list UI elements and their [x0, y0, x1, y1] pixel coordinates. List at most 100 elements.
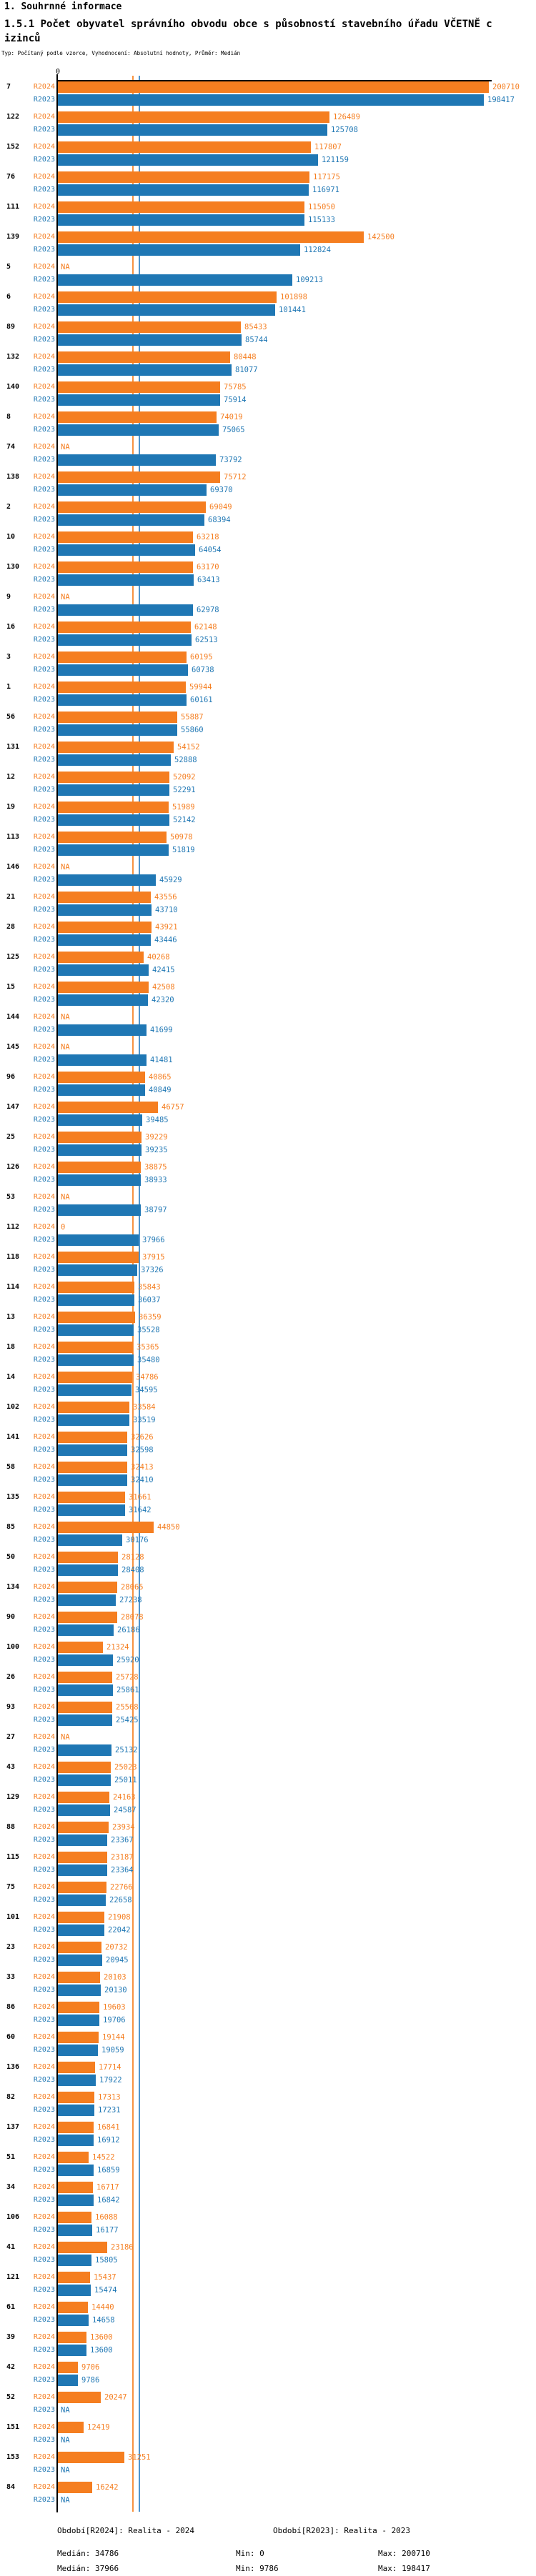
bar-r2024[interactable]	[57, 1102, 158, 1113]
bar-r2024[interactable]	[57, 1312, 135, 1323]
bar-r2023[interactable]	[57, 544, 195, 556]
bar-r2024[interactable]	[57, 1942, 101, 1953]
bar-r2023[interactable]	[57, 244, 300, 256]
bar-r2024[interactable]	[57, 952, 144, 963]
bar-r2024[interactable]	[57, 1762, 111, 1773]
bar-r2023[interactable]	[57, 2015, 99, 2026]
bar-r2024[interactable]	[57, 1462, 127, 1473]
bar-r2023[interactable]	[57, 1084, 145, 1096]
bar-r2024[interactable]	[57, 1432, 127, 1443]
bar-r2024[interactable]	[57, 2032, 99, 2043]
bar-r2024[interactable]	[57, 1072, 145, 1083]
bar-r2023[interactable]	[57, 2315, 89, 2326]
bar-r2024[interactable]	[57, 141, 311, 153]
bar-r2023[interactable]	[57, 1264, 137, 1276]
bar-r2024[interactable]	[57, 621, 191, 633]
bar-r2023[interactable]	[57, 904, 152, 916]
bar-r2024[interactable]	[57, 772, 169, 783]
bar-r2023[interactable]	[57, 2375, 78, 2386]
bar-r2024[interactable]	[57, 1882, 106, 1893]
bar-r2023[interactable]	[57, 1955, 102, 1966]
bar-r2024[interactable]	[57, 411, 217, 423]
bar-r2023[interactable]	[57, 1054, 147, 1066]
bar-r2024[interactable]	[57, 802, 169, 813]
bar-r2023[interactable]	[57, 334, 242, 346]
bar-r2024[interactable]	[57, 2002, 99, 2013]
bar-r2023[interactable]	[57, 1864, 107, 1876]
bar-r2023[interactable]	[57, 604, 193, 616]
bar-r2023[interactable]	[57, 1144, 142, 1156]
bar-r2023[interactable]	[57, 664, 188, 676]
bar-r2024[interactable]	[57, 1402, 129, 1413]
bar-r2024[interactable]	[57, 2482, 92, 2493]
bar-r2023[interactable]	[57, 2135, 94, 2146]
bar-r2023[interactable]	[57, 1564, 118, 1576]
bar-r2023[interactable]	[57, 1234, 139, 1246]
bar-r2023[interactable]	[57, 274, 292, 286]
bar-r2023[interactable]	[57, 1894, 106, 1906]
bar-r2023[interactable]	[57, 394, 220, 406]
bar-r2024[interactable]	[57, 2302, 88, 2313]
bar-r2024[interactable]	[57, 1792, 109, 1803]
bar-r2023[interactable]	[57, 1174, 141, 1186]
bar-r2024[interactable]	[57, 2152, 89, 2163]
bar-r2023[interactable]	[57, 1354, 134, 1366]
bar-r2024[interactable]	[57, 1912, 104, 1923]
bar-r2024[interactable]	[57, 1342, 133, 1353]
bar-r2024[interactable]	[57, 531, 193, 543]
bar-r2024[interactable]	[57, 501, 206, 513]
bar-r2024[interactable]	[57, 321, 241, 333]
bar-r2023[interactable]	[57, 934, 151, 946]
bar-r2024[interactable]	[57, 561, 193, 573]
bar-r2024[interactable]	[57, 1852, 107, 1863]
bar-r2023[interactable]	[57, 844, 169, 856]
bar-r2023[interactable]	[57, 2045, 98, 2056]
bar-r2023[interactable]	[57, 994, 148, 1006]
bar-r2023[interactable]	[57, 1834, 107, 1846]
bar-r2023[interactable]	[57, 1024, 147, 1036]
bar-r2024[interactable]	[57, 81, 489, 93]
bar-r2023[interactable]	[57, 424, 219, 436]
bar-r2023[interactable]	[57, 1294, 134, 1306]
bar-r2024[interactable]	[57, 381, 220, 393]
bar-r2023[interactable]	[57, 2165, 94, 2176]
bar-r2024[interactable]	[57, 1582, 117, 1593]
bar-r2023[interactable]	[57, 1985, 101, 1996]
bar-r2023[interactable]	[57, 1504, 125, 1516]
bar-r2023[interactable]	[57, 2255, 91, 2266]
bar-r2024[interactable]	[57, 291, 277, 303]
bar-r2023[interactable]	[57, 2285, 91, 2296]
bar-r2023[interactable]	[57, 484, 207, 496]
bar-r2023[interactable]	[57, 2225, 92, 2236]
bar-r2024[interactable]	[57, 1552, 118, 1563]
bar-r2023[interactable]	[57, 454, 216, 466]
bar-r2023[interactable]	[57, 1774, 111, 1786]
bar-r2024[interactable]	[57, 1372, 132, 1383]
bar-r2024[interactable]	[57, 1162, 141, 1173]
bar-r2023[interactable]	[57, 1624, 114, 1636]
bar-r2023[interactable]	[57, 964, 149, 976]
bar-r2023[interactable]	[57, 1444, 127, 1456]
bar-r2024[interactable]	[57, 2272, 90, 2283]
bar-r2023[interactable]	[57, 214, 304, 226]
bar-r2023[interactable]	[57, 814, 169, 826]
bar-r2023[interactable]	[57, 1714, 112, 1726]
bar-r2023[interactable]	[57, 1924, 104, 1936]
bar-r2024[interactable]	[57, 1612, 117, 1623]
bar-r2024[interactable]	[57, 1492, 125, 1503]
bar-r2024[interactable]	[57, 201, 304, 213]
bar-r2024[interactable]	[57, 742, 174, 753]
bar-r2024[interactable]	[57, 2092, 94, 2103]
bar-r2024[interactable]	[57, 351, 230, 363]
bar-r2024[interactable]	[57, 111, 329, 123]
bar-r2024[interactable]	[57, 682, 186, 693]
bar-r2023[interactable]	[57, 514, 204, 526]
bar-r2023[interactable]	[57, 574, 194, 586]
bar-r2023[interactable]	[57, 1204, 141, 1216]
bar-r2023[interactable]	[57, 1324, 134, 1336]
bar-r2024[interactable]	[57, 2182, 93, 2193]
bar-r2024[interactable]	[57, 231, 364, 243]
bar-r2023[interactable]	[57, 1744, 111, 1756]
bar-r2023[interactable]	[57, 94, 484, 106]
bar-r2024[interactable]	[57, 2362, 78, 2373]
